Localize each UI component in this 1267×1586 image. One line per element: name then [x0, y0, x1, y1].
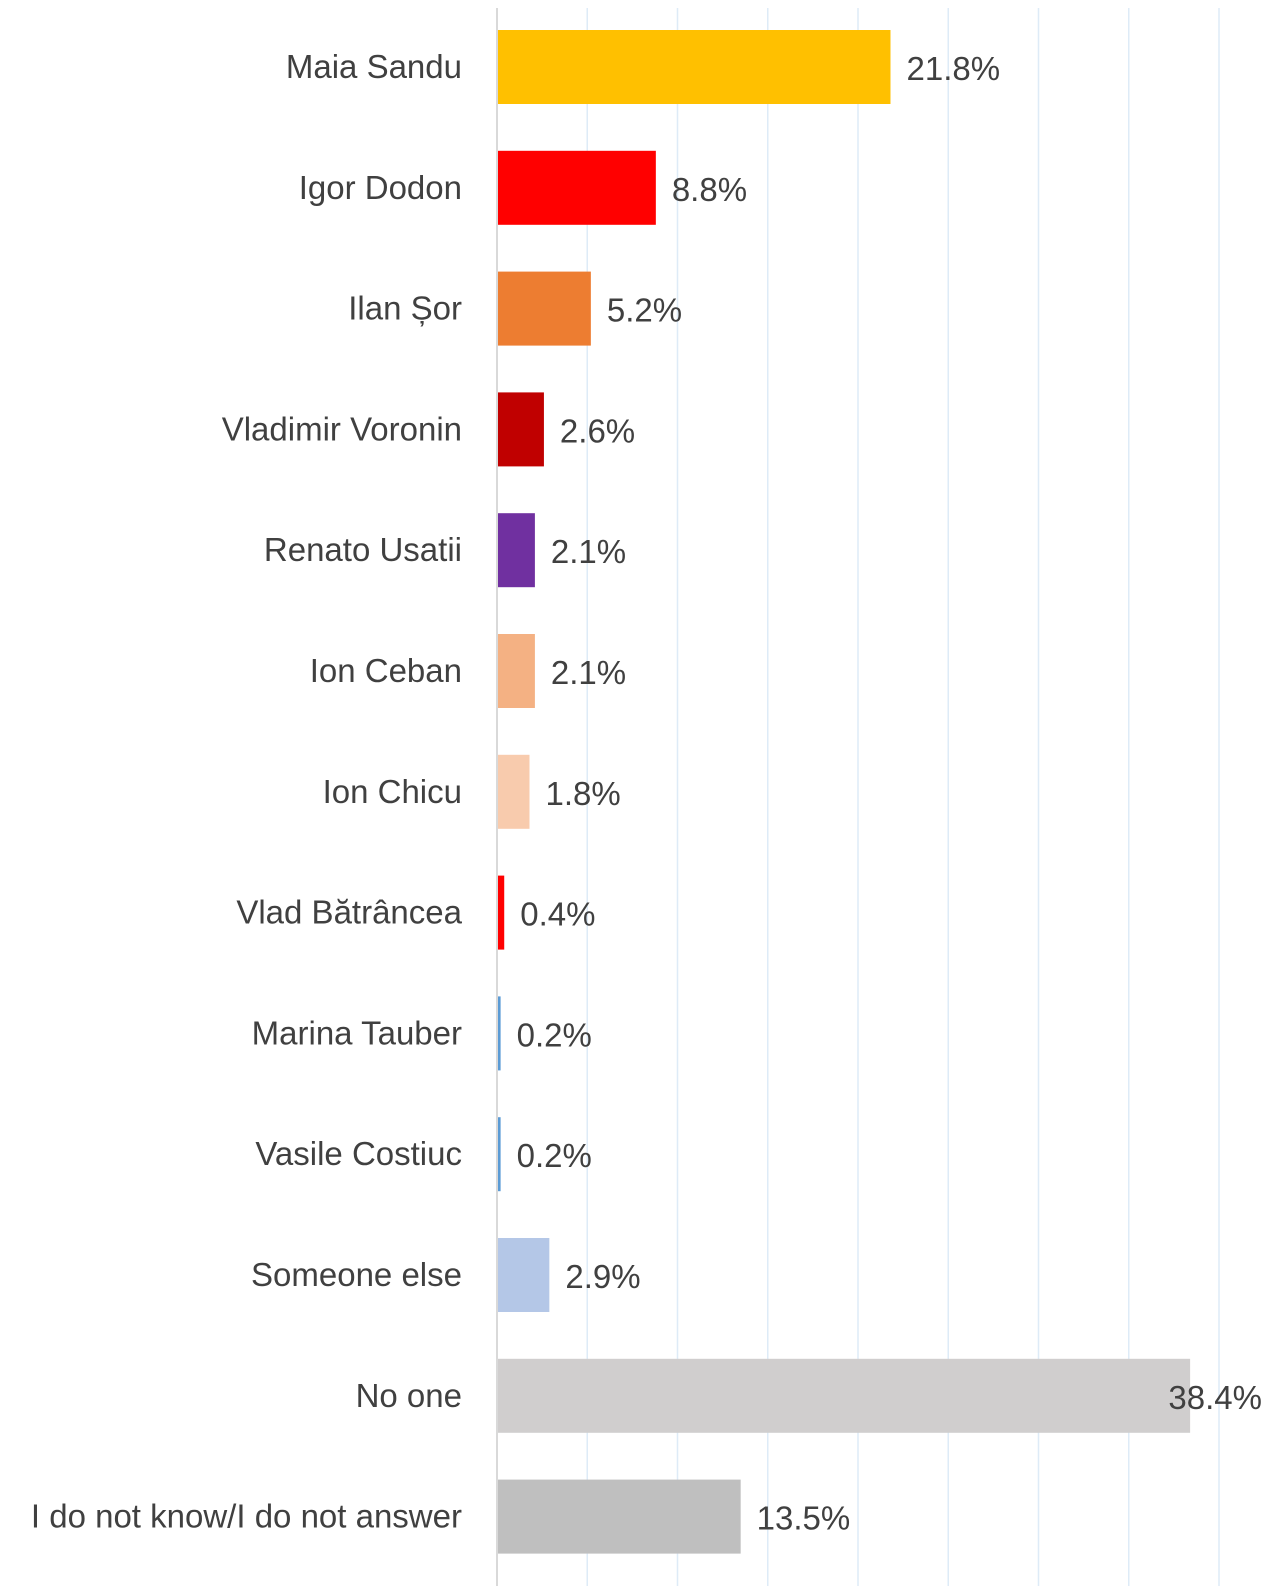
- data-label: 13.5%: [757, 1500, 851, 1537]
- data-label: 1.8%: [545, 775, 620, 812]
- data-label: 5.2%: [607, 292, 682, 329]
- bar: [497, 1358, 1191, 1433]
- bars: [497, 30, 1191, 1554]
- category-label: Vladimir Voronin: [222, 410, 462, 447]
- bar: [497, 996, 501, 1071]
- category-label: Maia Sandu: [286, 48, 462, 85]
- bar: [497, 1117, 501, 1192]
- category-label: I do not know/I do not answer: [31, 1498, 462, 1535]
- bar: [497, 634, 535, 708]
- data-label: 21.8%: [906, 50, 1000, 87]
- category-label: Ilan Șor: [348, 290, 462, 327]
- category-label: Vasile Costiuc: [255, 1135, 462, 1172]
- gridlines: [586, 8, 1220, 1586]
- data-label: 2.1%: [551, 533, 626, 570]
- category-label: Renato Usatii: [264, 531, 462, 568]
- category-label: Vlad Bătrâncea: [236, 894, 462, 931]
- data-label: 2.1%: [551, 654, 626, 691]
- data-label: 2.9%: [565, 1258, 640, 1295]
- category-label: Ion Chicu: [323, 773, 462, 810]
- bar: [497, 513, 535, 588]
- bar: [497, 875, 505, 950]
- bar: [497, 754, 530, 829]
- data-label: 0.2%: [517, 1016, 592, 1053]
- category-label: No one: [356, 1377, 462, 1414]
- data-label: 0.4%: [520, 896, 595, 933]
- category-label: Marina Tauber: [252, 1014, 462, 1051]
- bar: [497, 30, 891, 104]
- category-label: Igor Dodon: [299, 169, 462, 206]
- category-label: Ion Ceban: [310, 652, 462, 689]
- bar: [497, 1238, 550, 1312]
- data-label: 0.2%: [517, 1137, 592, 1174]
- category-labels: Maia Sandu Igor Dodon Ilan Șor Vladimir Vor…: [31, 48, 463, 1535]
- data-label: 2.6%: [560, 412, 635, 449]
- bar: [497, 1479, 741, 1554]
- bar: [497, 150, 656, 225]
- value-labels: 21.8% 8.8% 5.2% 2.6% 2.1% 2.1% 1.8% 0.4% 0.2% 0.2…: [517, 50, 1262, 1537]
- bar: [497, 271, 591, 346]
- data-label: 8.8%: [672, 171, 747, 208]
- data-label: 38.4%: [1168, 1379, 1262, 1416]
- category-label: Someone else: [251, 1256, 462, 1293]
- bar: [497, 392, 544, 467]
